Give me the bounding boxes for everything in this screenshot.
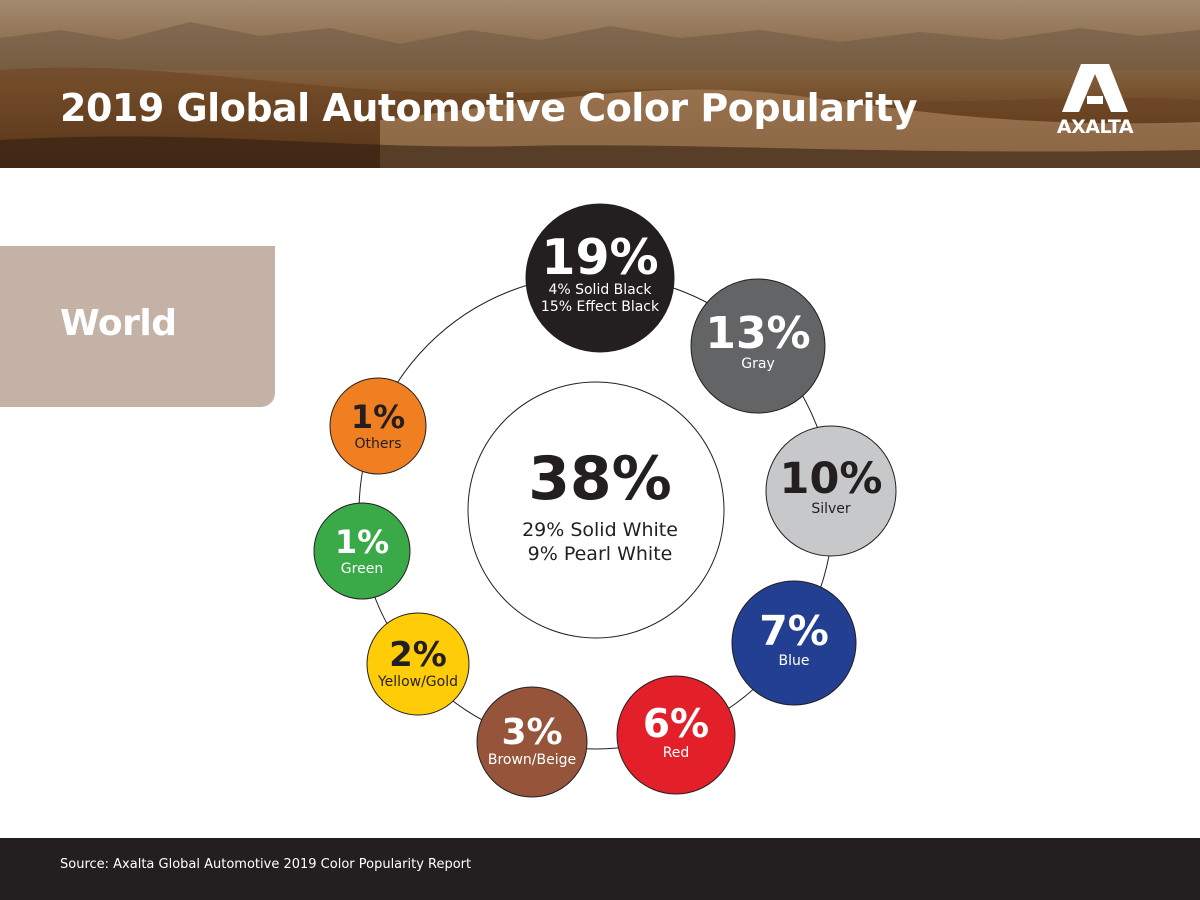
blue-bubble-circle [731,580,857,706]
source-note: Source: Axalta Global Automotive 2019 Co… [60,857,472,872]
silver-percent: 10% [780,454,883,504]
black-percent: 19% [541,229,658,286]
center-value: 38% [528,444,672,514]
axalta-a-icon [1062,64,1128,112]
desert-dunes-background [0,22,1200,168]
red-label: Red [663,745,690,761]
center-breakdown-1: 29% Solid White [522,519,678,541]
brown-beige-label: Brown/Beige [488,752,576,768]
yellow-gold-label: Yellow/Gold [377,674,458,690]
logo-wordmark: AXALTA [1056,116,1134,138]
yellow-gold-percent: 2% [389,635,447,675]
center-bubble: 38% 29% Solid White 9% Pearl White [467,381,725,639]
page-title: 2019 Global Automotive Color Popularity [60,86,918,130]
header-banner: 2019 Global Automotive Color Popularity … [0,0,1200,168]
silver-bubble-circle [765,425,897,557]
others-label: Others [354,436,401,452]
green-label: Green [341,561,383,577]
gray-bubble-circle [690,278,826,414]
footer-bar [0,838,1200,900]
region-label: World [60,303,177,344]
axalta-logo: AXALTA [1040,62,1150,142]
gray-percent: 13% [705,308,810,359]
red-percent: 6% [643,702,709,747]
region-tab [0,246,275,407]
green-bubble: 1%Green [313,502,411,600]
gray-bubble: 13%Gray [690,278,826,414]
brown-beige-bubble-circle [476,686,588,798]
center-breakdown-2: 9% Pearl White [528,543,673,565]
red-bubble-circle [616,675,736,795]
green-bubble-circle [313,502,411,600]
red-bubble: 6%Red [616,675,736,795]
brown-beige-percent: 3% [501,712,562,753]
others-percent: 1% [351,398,405,436]
blue-label: Blue [779,653,810,669]
gray-label: Gray [741,356,774,372]
silver-label: Silver [811,501,851,517]
others-bubble: 1%Others [329,377,427,475]
black-label-2: 15% Effect Black [541,299,660,315]
black-bubble-circle [525,203,675,353]
green-percent: 1% [335,523,389,561]
black-label-1: 4% Solid Black [548,282,652,298]
brown-beige-bubble: 3%Brown/Beige [476,686,588,798]
yellow-gold-bubble-circle [366,612,470,716]
blue-bubble: 7%Blue [731,580,857,706]
others-bubble-circle [329,377,427,475]
blue-percent: 7% [759,607,829,655]
yellow-gold-bubble: 2%Yellow/Gold [366,612,470,716]
silver-bubble: 10%Silver [765,425,897,557]
color-popularity-chart: 38% 29% Solid White 9% Pearl White 19%4%… [313,203,897,798]
